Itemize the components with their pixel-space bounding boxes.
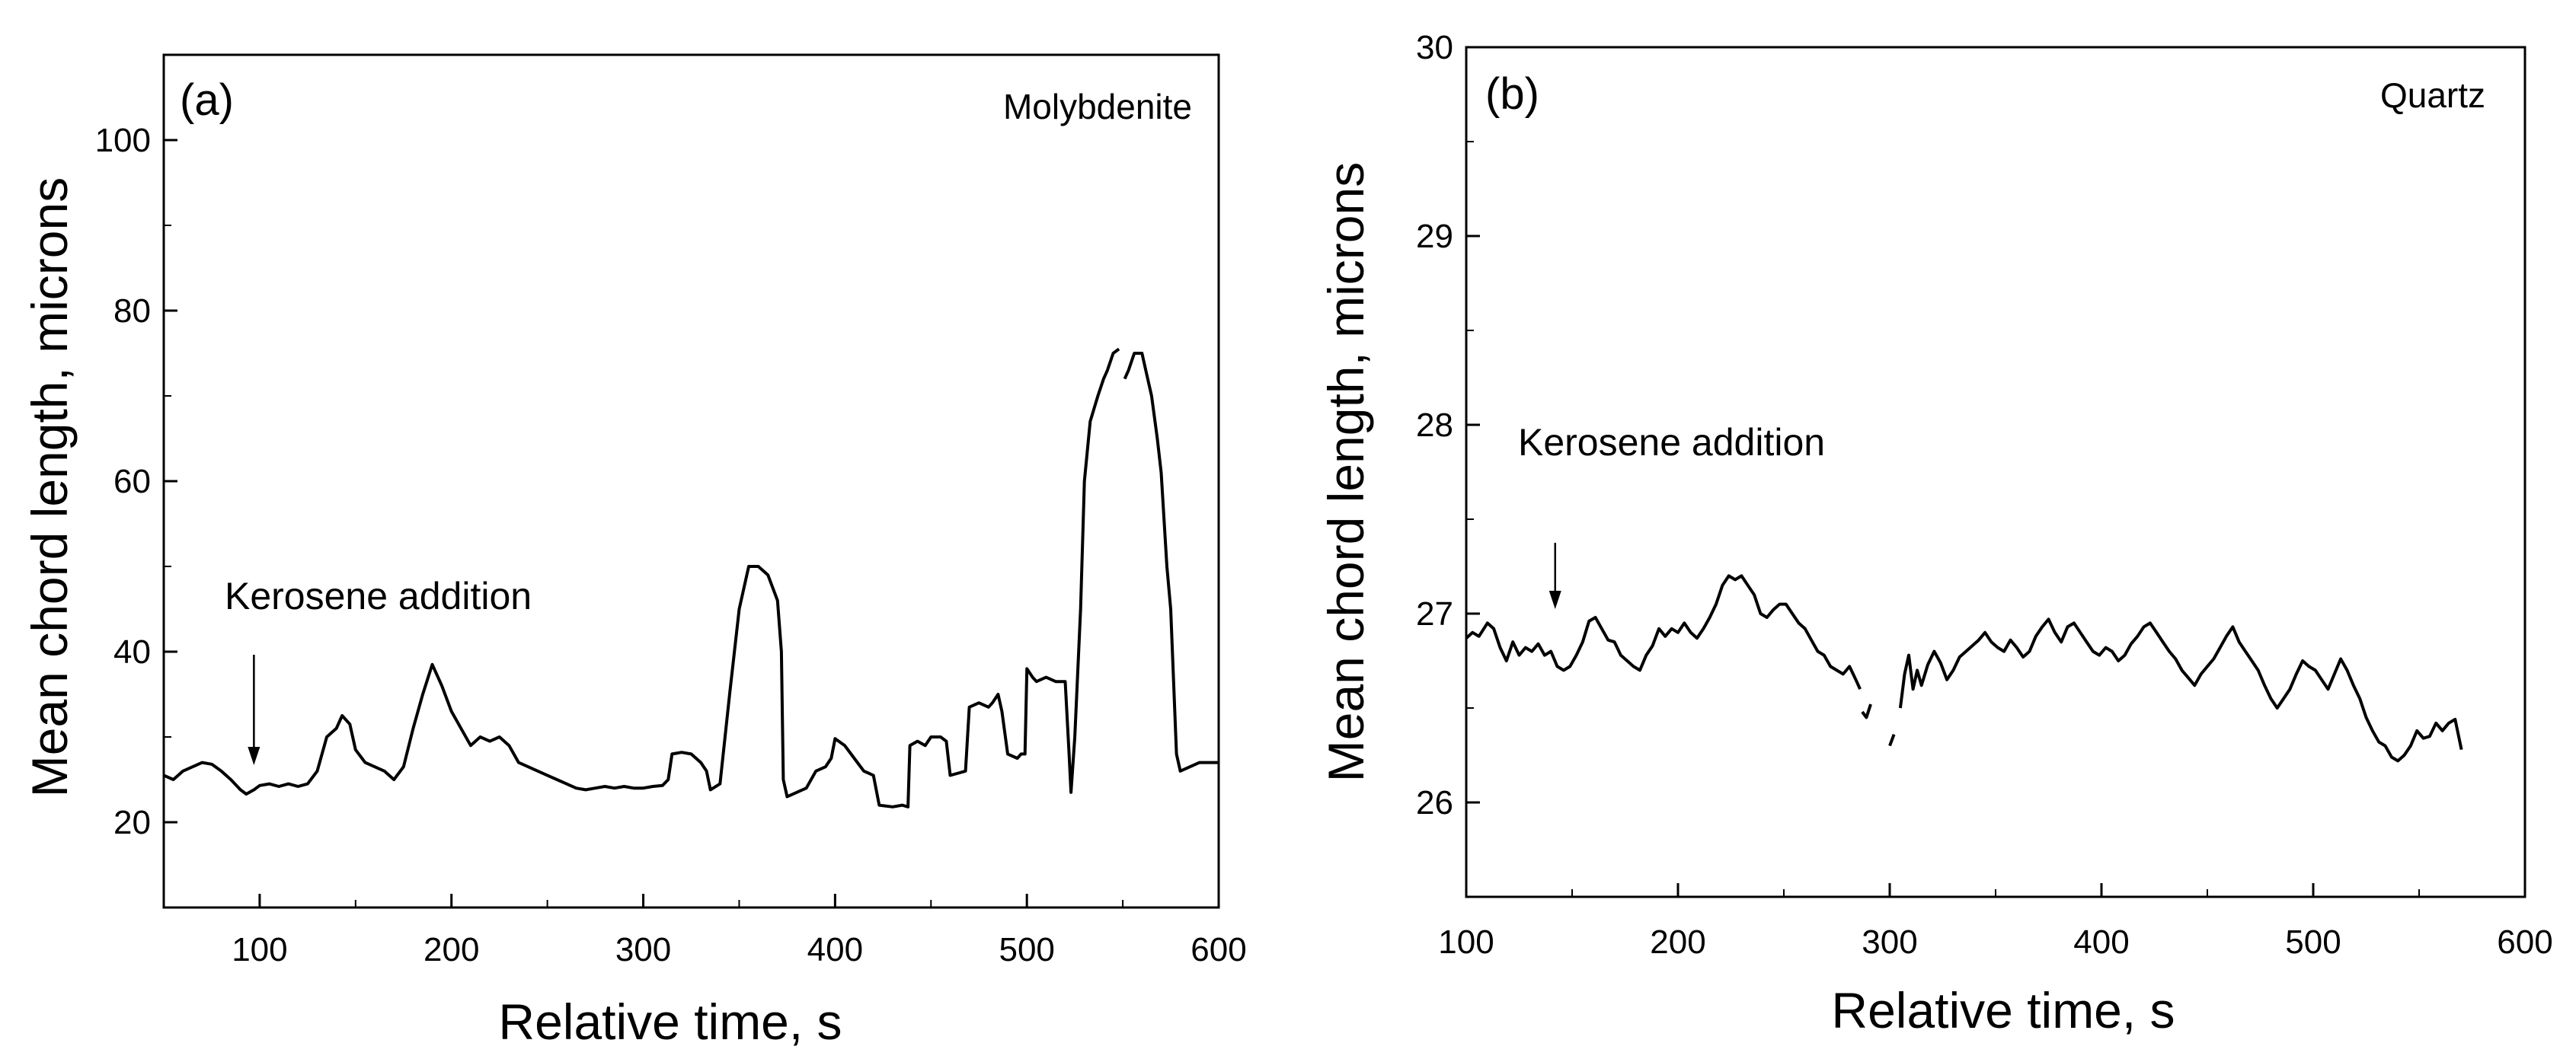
panel-b-x-tick-label: 400 [2073,923,2129,961]
panel-b-series-line-segment [1861,703,1872,719]
panel-b-series-line-segment [1465,574,1862,691]
panel-b-quartz: (b) Quartz Relative time, s Mean chord l… [1318,29,2553,1038]
panel-b-y-tick-label: 29 [1416,218,1453,255]
panel-b-y-tick-label: 27 [1416,595,1453,633]
panel-b-x-tick-label: 600 [2497,923,2552,961]
panel-b-series-line-segment [1898,617,2463,763]
panel-a-x-tick-label: 200 [423,931,479,968]
panel-a-x-axis-title: Relative time, s [498,994,842,1050]
panel-b-y-axis-title: Mean chord length, microns [1318,162,1374,782]
panel-a-y-tick-label: 20 [113,804,151,841]
panel-a-mineral-label: Molybdenite [1003,87,1192,126]
panel-a-x-tick-label: 500 [999,931,1054,968]
panel-a-label: (a) [180,75,234,125]
panel-a-x-tick-label: 100 [232,931,287,968]
panel-b-annotation-arrow-head [1548,591,1561,609]
panel-b-ticks: 100 200 300 400 500 600 26 27 28 29 30 [1416,29,2553,961]
panel-a-ticks: 100 200 300 400 500 600 20 40 60 80 100 [95,54,1247,968]
panel-b-series-line-segment [1888,733,1896,747]
panel-b-x-tick-label: 200 [1650,923,1705,961]
panel-a-series-line-segment [1123,352,1219,773]
panel-a-series-line-segment [163,347,1120,809]
panel-b-x-tick-label: 500 [2285,923,2341,961]
panel-a-y-tick-label: 80 [113,292,151,330]
panel-b-mineral-label: Quartz [2380,75,2485,115]
panel-a-molybdenite: (a) Molybdenite Relative time, s Mean ch… [21,53,1247,1050]
panel-b-series [1465,574,2463,763]
panel-a-y-tick-label: 100 [95,122,151,159]
panel-b-y-tick-label: 28 [1416,407,1453,444]
panel-b-y-tick-label: 26 [1416,784,1453,821]
panel-b-x-axis-title: Relative time, s [1831,982,2175,1038]
panel-b-annotation-text: Kerosene addition [1518,421,1825,464]
panel-b-x-tick-label: 100 [1438,923,1494,961]
panel-b-plot-frame [1465,46,2526,898]
panel-a-annotation-arrow-head [248,747,260,765]
panel-b-label: (b) [1485,69,1539,119]
panel-a-series [163,347,1219,809]
panel-a-y-tick-label: 60 [113,463,151,500]
panel-a-y-axis-title: Mean chord length, microns [21,177,78,797]
panel-b-y-tick-label: 30 [1416,29,1453,66]
panel-b-annotation [1548,543,1561,609]
panel-b-x-tick-label: 300 [1862,923,1917,961]
panel-a-annotation-text: Kerosene addition [225,575,532,617]
panel-a-x-tick-label: 400 [807,931,863,968]
panel-a-x-tick-label: 600 [1191,931,1246,968]
panel-a-x-tick-label: 300 [615,931,671,968]
panel-a-annotation [248,655,260,765]
panel-a-plot-frame [162,53,1220,909]
panel-a-y-tick-label: 40 [113,633,151,671]
